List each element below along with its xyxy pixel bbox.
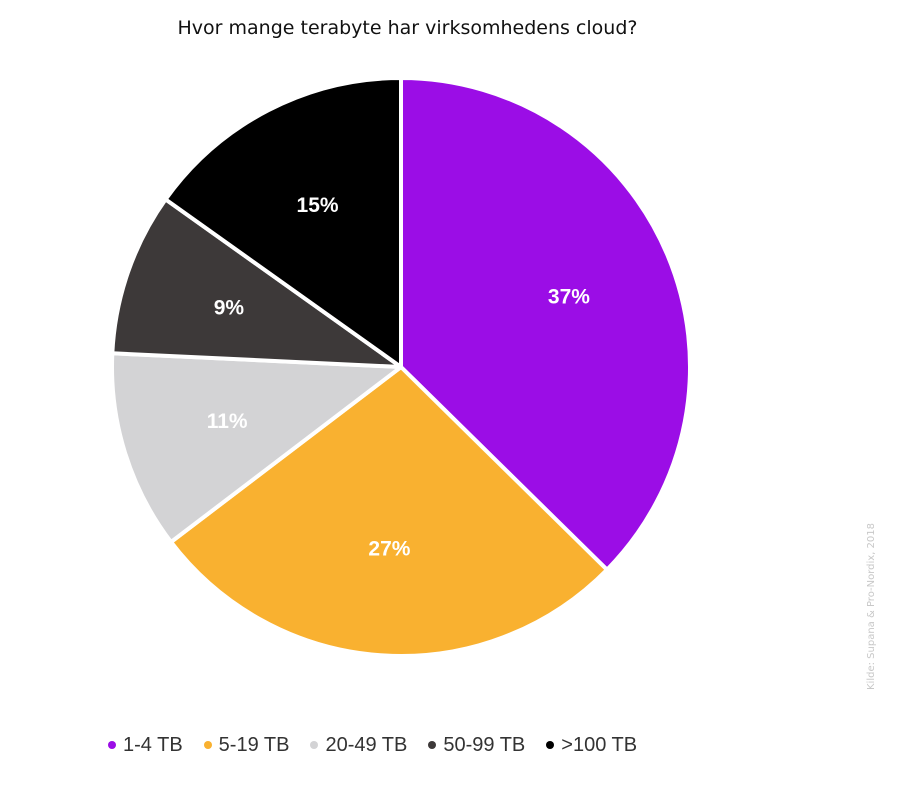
pie-slice-50-99-tb: [110, 197, 403, 369]
legend-swatch: [310, 741, 319, 749]
legend-swatch: [428, 741, 437, 749]
pie-slice-100-tb: [163, 76, 403, 369]
legend-label: 1-4 TB: [123, 733, 183, 756]
slice-value-label: 27%: [368, 538, 410, 561]
legend-label: 20-49 TB: [325, 733, 408, 756]
legend-label: >100 TB: [561, 733, 638, 756]
legend-item: >100 TB: [546, 734, 637, 757]
legend-label: 5-19 TB: [218, 733, 290, 756]
slice-value-label: 11%: [207, 410, 248, 433]
legend-item: 1-4 TB: [108, 734, 183, 757]
legend-item: 50-99 TB: [428, 734, 525, 757]
chart-title: Hvor mange terabyte har virksomhedens cl…: [177, 17, 638, 39]
source-note: Kilde: Supana & Pro-Nordix, 2018: [866, 523, 877, 690]
legend-item: 20-49 TB: [310, 734, 407, 757]
pie-slice-1-4-tb: [399, 76, 692, 572]
pie-slice-5-19-tb: [169, 365, 609, 658]
legend-swatch: [203, 741, 212, 749]
slice-value-label: 9%: [214, 296, 245, 319]
legend-swatch: [108, 741, 116, 749]
slice-value-label: 37%: [548, 286, 590, 309]
legend-label: 50-99 TB: [443, 733, 526, 756]
slice-value-label: 15%: [297, 194, 339, 217]
pie-slice-20-49-tb: [110, 351, 403, 545]
legend-swatch: [546, 741, 555, 749]
legend: 1-4 TB 5-19 TB 20-49 TB 50-99 TB >100 TB: [108, 730, 658, 760]
legend-item: 5-19 TB: [203, 733, 290, 757]
